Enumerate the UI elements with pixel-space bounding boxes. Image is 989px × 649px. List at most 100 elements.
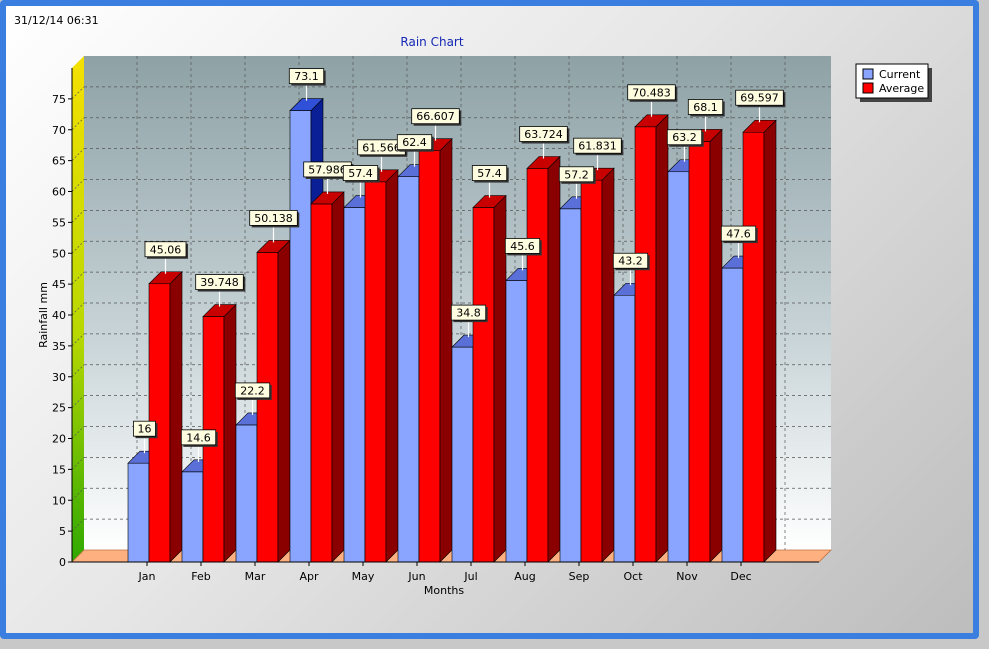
data-label-45.6: 45.6 xyxy=(504,238,542,271)
bar-front xyxy=(505,280,528,563)
bar-front xyxy=(634,126,657,563)
x-tick-label-sep: Sep xyxy=(569,570,590,583)
bar-front xyxy=(256,252,279,563)
bar-front xyxy=(343,207,366,563)
data-label-14.6: 14.6 xyxy=(180,429,218,462)
x-tick-label-mar: Mar xyxy=(245,570,266,583)
data-label-box xyxy=(342,165,379,181)
x-tick-label-oct: Oct xyxy=(623,570,643,583)
grid-line-wall xyxy=(71,518,85,532)
x-tick-label-jan: Jan xyxy=(138,570,156,583)
data-label-text: 45.06 xyxy=(150,243,182,256)
grid-line-wall xyxy=(71,457,85,470)
bar-side xyxy=(709,128,723,563)
y-axis-title: Rainfall mm xyxy=(37,282,50,348)
grid-line-wall xyxy=(71,488,85,501)
x-axis-title: Months xyxy=(424,584,464,597)
data-label-text: 47.6 xyxy=(726,228,751,241)
bar-average-Sep xyxy=(580,167,615,563)
data-label-61.831: 61.831 xyxy=(573,137,624,171)
bar-front xyxy=(364,181,387,563)
bar-side xyxy=(331,191,345,563)
bar-front xyxy=(472,207,495,563)
data-label-box xyxy=(687,99,724,115)
data-label-text: 50.138 xyxy=(254,212,293,225)
data-label-text: 43.2 xyxy=(618,255,643,268)
x-tick-label-jun: Jun xyxy=(407,570,425,583)
bar-side xyxy=(655,114,669,563)
bar-top xyxy=(202,304,237,317)
x-axis-ticks: Jan Feb Mar Apr May Jun Jul Aug Sep Oct Nov Dec xyxy=(138,562,752,583)
data-label-50.138: 50.138 xyxy=(249,209,300,243)
data-label-66.607: 66.607 xyxy=(411,108,462,141)
data-label-box xyxy=(195,274,244,290)
data-label-box xyxy=(519,126,568,142)
y-tick-label: 15 xyxy=(52,463,66,476)
y-tick-label: 75 xyxy=(52,93,66,106)
data-label-text: 16 xyxy=(138,423,152,436)
data-label-text: 63.724 xyxy=(524,128,563,141)
bar-side xyxy=(439,137,453,563)
data-label-text: 69.597 xyxy=(740,92,779,105)
data-label-text: 73.1 xyxy=(294,70,319,83)
data-label-box xyxy=(720,225,757,242)
data-label-text: 45.6 xyxy=(510,240,535,253)
bar-average-May xyxy=(364,169,399,563)
x-tick-label-jul: Jul xyxy=(463,570,477,583)
bar-front xyxy=(127,462,150,563)
x-tick-label-nov: Nov xyxy=(676,570,698,583)
data-label-61.566: 61.566 xyxy=(357,139,408,172)
data-label-63.724: 63.724 xyxy=(519,126,570,159)
grid-line-wall xyxy=(71,271,85,285)
bar-front xyxy=(418,150,441,563)
grid-line-wall xyxy=(71,364,85,377)
bar-side xyxy=(223,303,237,563)
grid-line-wall xyxy=(71,395,85,408)
bar-top xyxy=(742,119,777,133)
y-tick-label: 70 xyxy=(52,124,66,137)
y-tick-label: 20 xyxy=(52,433,66,446)
data-label-text: 14.6 xyxy=(186,431,211,444)
bar-top xyxy=(148,271,183,285)
data-label-69.597: 69.597 xyxy=(735,89,786,123)
bar-average-Aug xyxy=(526,155,561,563)
legend-swatch-average xyxy=(862,82,874,94)
data-label-box xyxy=(180,429,217,446)
y-tick-label: 45 xyxy=(52,278,66,291)
x-tick-label-apr: Apr xyxy=(299,570,319,583)
data-label-text: 68.1 xyxy=(693,101,718,114)
data-label-box xyxy=(396,134,433,151)
data-label-text: 57.4 xyxy=(348,167,373,180)
data-label-text: 70.483 xyxy=(632,86,671,99)
legend-label-average: Average xyxy=(879,82,924,95)
data-label-73.1: 73.1 xyxy=(288,68,326,101)
bar-average-Oct xyxy=(634,114,669,563)
bar-side xyxy=(169,271,183,563)
grid-line-wall xyxy=(71,426,85,439)
data-label-text: 61.831 xyxy=(578,140,617,153)
bar-front xyxy=(526,168,549,563)
data-label-34.8: 34.8 xyxy=(450,304,488,338)
grid-line-wall xyxy=(71,117,85,130)
data-label-box xyxy=(735,89,784,106)
grid-line-wall xyxy=(71,210,85,223)
x-tick-label-aug: Aug xyxy=(514,570,535,583)
data-label-text: 63.2 xyxy=(672,131,697,144)
bar-top xyxy=(634,114,669,128)
bar-front xyxy=(310,203,333,563)
data-label-text: 66.607 xyxy=(416,110,455,123)
bar-average-Apr xyxy=(310,191,345,563)
data-label-text: 57.4 xyxy=(477,167,502,180)
bar-side xyxy=(385,169,399,563)
data-label-70.483: 70.483 xyxy=(627,84,678,117)
grid-line-wall xyxy=(71,333,85,347)
y-tick-label: 50 xyxy=(52,247,66,260)
data-label-text: 22.2 xyxy=(240,384,265,397)
bar-front xyxy=(181,471,204,563)
bar-side xyxy=(493,194,507,563)
data-label-box xyxy=(558,166,595,183)
bar-side xyxy=(763,119,777,563)
bar-front xyxy=(721,267,744,563)
data-label-43.2: 43.2 xyxy=(612,252,650,286)
